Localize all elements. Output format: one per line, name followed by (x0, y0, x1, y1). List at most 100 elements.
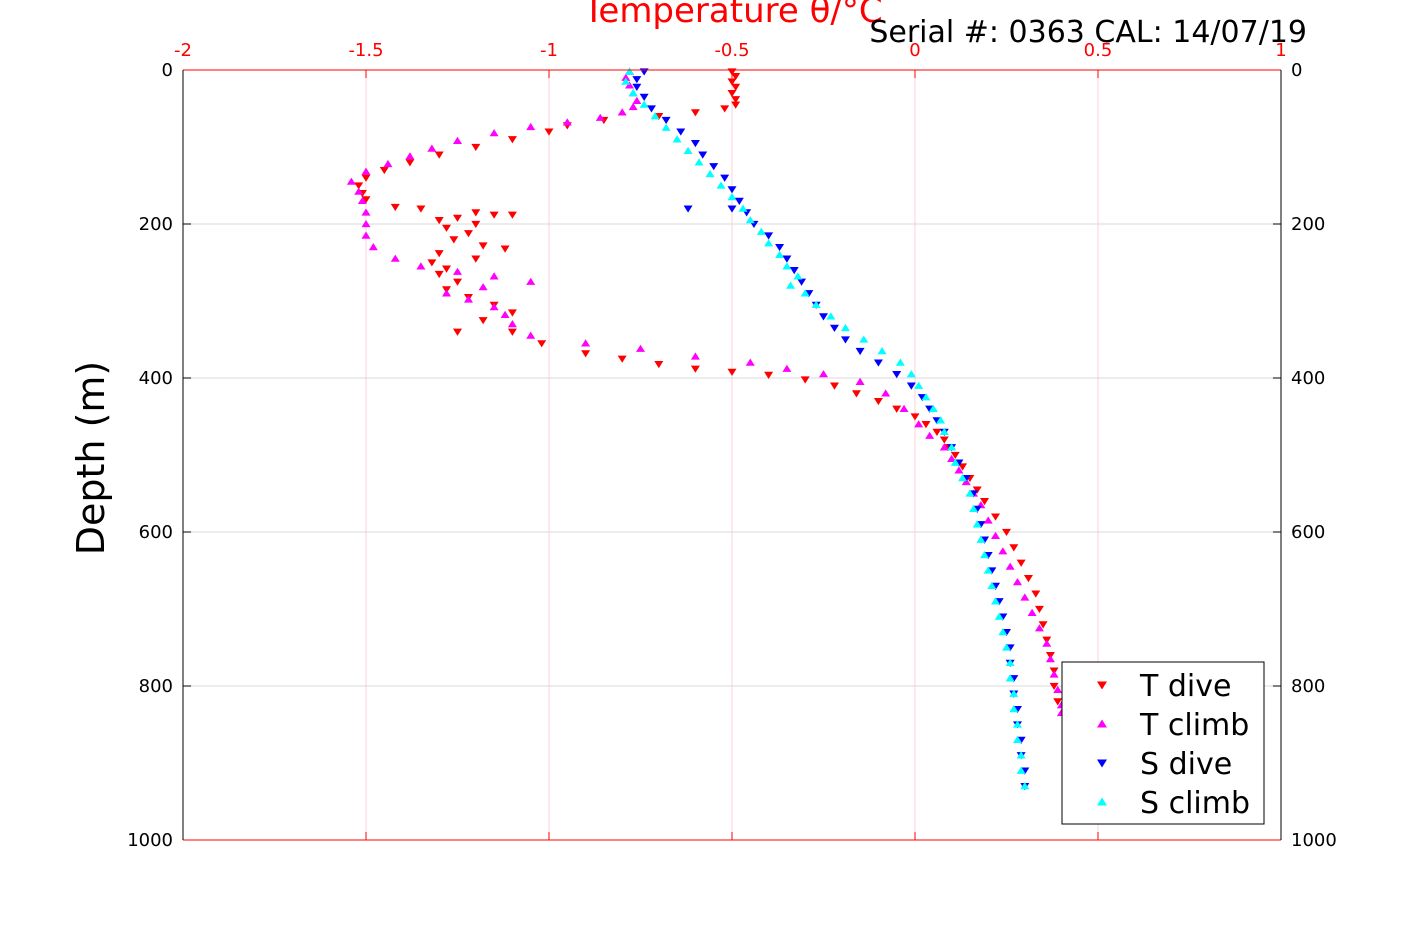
data-point (507, 136, 517, 144)
data-point (383, 159, 393, 168)
data-point (731, 96, 741, 104)
data-point (379, 166, 389, 175)
data-point (906, 382, 916, 390)
y-tick-label-left: 400 (139, 368, 173, 389)
data-point (500, 245, 510, 253)
data-point (958, 474, 968, 482)
data-point (690, 109, 700, 117)
data-point (716, 181, 726, 189)
data-point (980, 551, 990, 559)
data-point (361, 208, 371, 216)
data-point (873, 397, 883, 406)
data-point (764, 371, 774, 379)
legend-label: S climb (1140, 786, 1250, 821)
data-point (526, 331, 536, 339)
data-point (453, 214, 462, 222)
data-point (892, 405, 902, 413)
data-point (859, 335, 869, 343)
data-point (936, 416, 946, 424)
data-point (793, 272, 803, 280)
data-point (947, 443, 957, 451)
data-point (756, 227, 766, 235)
data-point (1002, 643, 1011, 651)
data-point (972, 520, 982, 528)
data-point (782, 255, 792, 263)
data-point (361, 219, 371, 228)
data-point (1045, 655, 1055, 663)
data-point (346, 177, 356, 185)
data-point (819, 313, 828, 321)
data-point (628, 89, 638, 97)
legend-label: T dive (1139, 669, 1231, 704)
data-point (976, 535, 986, 543)
x-tick-label: -1 (540, 40, 558, 61)
data-point (526, 122, 536, 131)
data-point (745, 358, 755, 366)
data-point (1034, 605, 1044, 614)
data-point (928, 404, 938, 412)
y-tick-label-right: 400 (1291, 368, 1325, 389)
legend-label: S dive (1140, 747, 1232, 782)
data-point (800, 289, 810, 297)
data-point (939, 443, 949, 451)
data-point (489, 129, 499, 137)
data-point (1005, 658, 1015, 667)
data-point (1005, 562, 1015, 570)
data-point (463, 295, 473, 303)
data-point (463, 230, 473, 238)
series-t-dive (354, 68, 1063, 706)
y-axis-label: Depth (m) (69, 361, 113, 556)
data-point (727, 89, 737, 98)
data-point (507, 320, 517, 328)
data-point (500, 310, 510, 319)
data-point (617, 355, 627, 363)
data-point (1016, 751, 1026, 759)
data-point (1002, 528, 1011, 537)
data-point (581, 350, 591, 358)
data-point (980, 498, 990, 506)
y-tick-label-left: 800 (139, 676, 173, 697)
data-point (745, 216, 755, 224)
series-s-dive (632, 68, 1030, 791)
data-point (998, 547, 1008, 555)
data-point (925, 431, 935, 439)
data-point (950, 458, 960, 466)
data-point (690, 140, 700, 148)
data-point (855, 377, 865, 385)
legend-label: T climb (1139, 708, 1249, 743)
data-point (1053, 685, 1063, 693)
data-point (1049, 670, 1059, 678)
data-point (840, 336, 850, 344)
data-point (442, 265, 452, 273)
data-point (507, 328, 517, 336)
data-point (800, 376, 810, 384)
chart-title: Temperature θ/°C (582, 0, 882, 31)
data-point (1012, 720, 1022, 728)
data-point (1027, 608, 1037, 616)
data-point (1009, 544, 1019, 552)
data-point (581, 339, 591, 347)
data-point (562, 118, 572, 126)
data-point (1012, 735, 1022, 744)
data-point (478, 317, 488, 325)
data-point (727, 193, 737, 201)
data-point (811, 300, 821, 308)
data-point (427, 259, 437, 267)
series-s-climb (621, 67, 1030, 790)
data-point (797, 278, 807, 286)
data-point (782, 262, 792, 270)
data-point (526, 277, 536, 285)
data-point (1016, 766, 1026, 774)
data-point (958, 463, 968, 471)
data-point (471, 220, 481, 229)
data-point (914, 420, 924, 428)
data-point (683, 205, 693, 213)
data-point (877, 347, 887, 355)
data-point (720, 105, 730, 113)
data-point (789, 267, 799, 275)
y-tick-label-left: 200 (139, 214, 173, 235)
data-point (489, 272, 499, 280)
y-tick-label-left: 600 (139, 522, 173, 543)
data-point (368, 243, 378, 251)
